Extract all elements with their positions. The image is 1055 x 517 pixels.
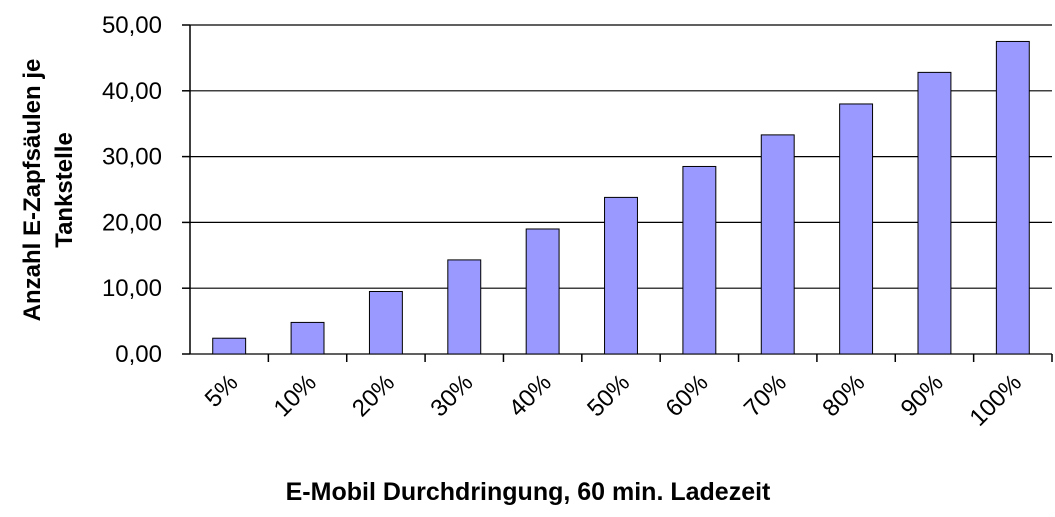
bar <box>212 337 247 355</box>
y-axis-label-group: Anzahl E-Zapfsäulen je Tankstelle <box>19 59 78 322</box>
bar <box>839 103 874 355</box>
x-axis-label: E-Mobil Durchdringung, 60 min. Ladezeit <box>286 478 771 506</box>
y-tick-label: 30,00 <box>102 144 162 171</box>
x-tick-label: 10% <box>269 369 322 422</box>
x-tick-label: 20% <box>347 369 400 422</box>
bar <box>525 228 560 355</box>
y-tick-label: 20,00 <box>102 209 162 236</box>
x-tick-label: 60% <box>661 369 714 422</box>
y-axis-label: Tankstelle <box>51 132 78 248</box>
x-tick-label: 70% <box>739 369 792 422</box>
y-tick-label: 0,00 <box>115 341 162 368</box>
bar <box>447 259 482 355</box>
x-tick-label: 100% <box>965 369 1028 432</box>
y-axis-label: Anzahl E-Zapfsäulen je <box>19 59 46 322</box>
x-tick-label: 50% <box>582 369 635 422</box>
bar <box>760 134 795 355</box>
x-tick-label: 80% <box>817 369 870 422</box>
x-tick-label: 5% <box>200 369 244 413</box>
y-tick-label: 10,00 <box>102 275 162 302</box>
bar <box>917 71 952 355</box>
x-tick-label: 30% <box>425 369 478 422</box>
y-tick-label: 40,00 <box>102 78 162 105</box>
bar <box>995 40 1030 355</box>
x-tick-label: 90% <box>896 369 949 422</box>
x-tick-label: 40% <box>504 369 557 422</box>
y-tick-label: 50,00 <box>102 12 162 39</box>
bar <box>290 321 325 355</box>
bar <box>682 165 717 355</box>
bar <box>368 290 403 355</box>
bar <box>604 196 638 355</box>
